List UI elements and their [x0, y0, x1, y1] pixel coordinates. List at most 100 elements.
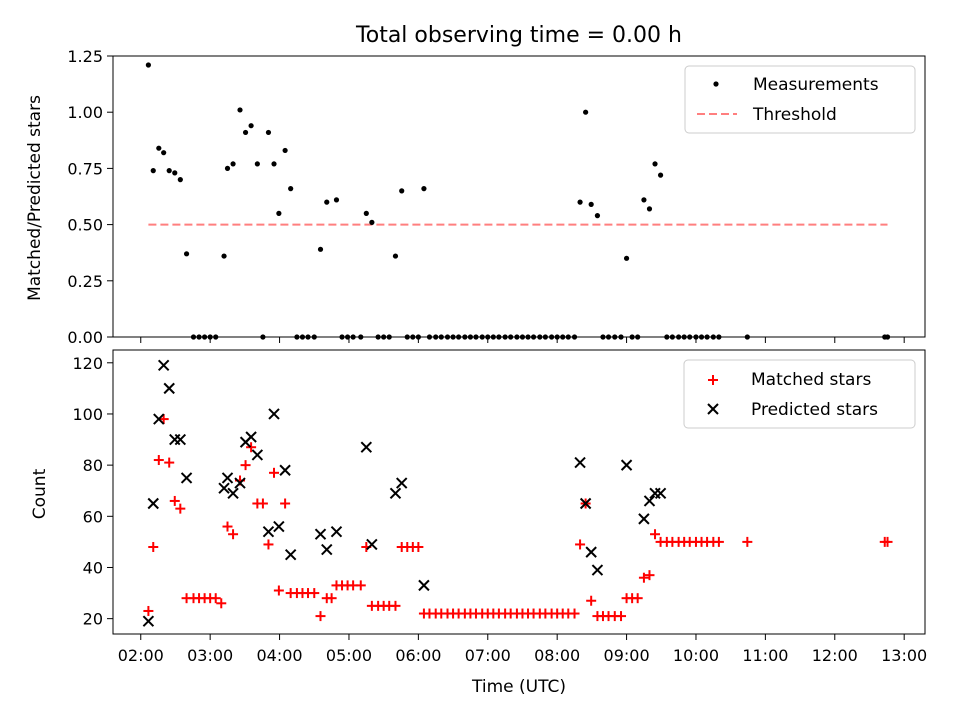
- counts-panel: Count Time (UTC) 20 40 60 80 100 120 02:00 03:…: [30, 349, 927, 697]
- x-tick-label: 09:00: [604, 646, 650, 665]
- measurement-point: [145, 62, 151, 68]
- matched-point: [263, 539, 274, 550]
- predicted-point: [638, 513, 650, 525]
- top-y-tick-label: 0.75: [67, 159, 103, 178]
- predicted-point: [268, 408, 280, 420]
- top-y-tick-label: 1.25: [67, 47, 103, 66]
- matched-point: [632, 593, 643, 604]
- legend-marker-predicted: [707, 403, 719, 415]
- predicted-point: [321, 543, 333, 556]
- bottom-legend: Matched stars Predicted stars: [683, 359, 916, 429]
- predicted-point: [174, 433, 187, 446]
- bottom-legend-box: [683, 359, 916, 429]
- bottom-y-tick-label: 100: [72, 405, 103, 424]
- measurement-point: [166, 168, 172, 174]
- predicted-point: [221, 472, 234, 484]
- top-y-tick-label: 0.25: [67, 272, 103, 291]
- x-tick-label: 04:00: [257, 646, 303, 665]
- measurement-point: [183, 251, 190, 257]
- matched-point: [616, 611, 627, 622]
- measurement-point: [237, 107, 243, 113]
- predicted-point: [251, 449, 264, 461]
- measurement-point: [265, 129, 272, 136]
- predicted-point: [418, 579, 430, 592]
- predicted-point: [360, 441, 373, 453]
- matched-point: [216, 598, 227, 609]
- predicted-point: [153, 413, 165, 425]
- measurement-point: [248, 123, 254, 129]
- matched-point: [355, 580, 366, 591]
- x-tick-label: 02:00: [118, 646, 164, 665]
- x-tick-label: 07:00: [465, 646, 511, 665]
- predicted-point: [157, 359, 170, 372]
- predicted-point: [227, 487, 239, 499]
- matched-point: [638, 572, 649, 583]
- matched-point: [413, 542, 424, 553]
- top-axes-frame: [112, 55, 926, 338]
- measurement-point: [657, 172, 664, 178]
- predicted-point: [366, 538, 378, 551]
- predicted-point: [396, 477, 408, 489]
- measurement-point: [623, 255, 630, 261]
- measurement-point: [224, 165, 231, 171]
- measurement-point: [161, 150, 167, 156]
- x-tick-label: 13:00: [881, 646, 927, 665]
- top-y-tick-label: 0.50: [67, 216, 103, 235]
- matched-point: [222, 521, 233, 532]
- legend-label-threshold: Threshold: [752, 105, 837, 125]
- top-y-tick-label: 0.00: [67, 328, 103, 347]
- bottom-y-axis-label: Count: [30, 468, 50, 519]
- measurement-point: [276, 210, 282, 216]
- predicted-point: [574, 456, 586, 469]
- bottom-y-tick-label: 40: [83, 558, 103, 577]
- top-legend-box: [684, 65, 916, 134]
- bottom-x-axis: 02:00 03:00 04:00 05:00 06:00 07:00 08:00 09:00…: [118, 634, 927, 665]
- x-tick-label: 10:00: [673, 646, 719, 665]
- x-tick-label: 05:00: [326, 646, 372, 665]
- matched-point: [280, 498, 291, 509]
- matched-point: [315, 611, 326, 622]
- matched-point: [143, 605, 154, 616]
- matched-point: [390, 600, 401, 611]
- measurement-point: [646, 206, 653, 212]
- predicted-point: [389, 487, 402, 499]
- bottom-y-tick-label: 80: [83, 456, 103, 475]
- matched-point: [273, 585, 284, 596]
- predicted-point: [620, 459, 633, 471]
- matched-point: [257, 498, 268, 509]
- predicted-point: [147, 497, 159, 510]
- bottom-y-tick-label: 60: [83, 507, 103, 526]
- predicted-point: [579, 497, 592, 510]
- chart-title: Total observing time = 0.00 h: [355, 23, 682, 48]
- matched-point: [644, 570, 655, 581]
- measurement-point: [588, 201, 594, 207]
- bottom-y-tick-label: 20: [83, 610, 103, 629]
- matched-point: [269, 467, 280, 478]
- predicted-point: [142, 615, 155, 627]
- predicted-point: [180, 472, 193, 484]
- matched-point: [569, 608, 580, 619]
- legend-label-matched: Matched stars: [751, 370, 871, 390]
- measurement-point: [641, 197, 647, 203]
- x-tick-label: 08:00: [534, 646, 580, 665]
- measurement-point: [221, 253, 227, 259]
- measurement-point: [150, 168, 156, 174]
- matched-point: [713, 536, 724, 547]
- matched-point: [326, 593, 337, 604]
- bottom-series: [142, 359, 893, 627]
- predicted-point: [218, 482, 230, 494]
- x-tick-label: 03:00: [187, 646, 233, 665]
- measurement-point: [156, 145, 162, 151]
- measurement-point: [177, 177, 183, 183]
- predicted-point: [654, 487, 667, 499]
- predicted-point: [585, 546, 597, 558]
- matched-point: [153, 455, 164, 466]
- measurement-point: [421, 186, 427, 192]
- matched-point: [309, 588, 320, 599]
- bottom-axes-frame: [112, 349, 926, 635]
- predicted-point: [234, 477, 246, 489]
- matched-point: [586, 595, 597, 606]
- top-y-axis: 0.00 0.25 0.50 0.75 1.00 1.25: [67, 47, 113, 347]
- legend-marker-measurements: [713, 81, 719, 87]
- predicted-point: [163, 382, 175, 395]
